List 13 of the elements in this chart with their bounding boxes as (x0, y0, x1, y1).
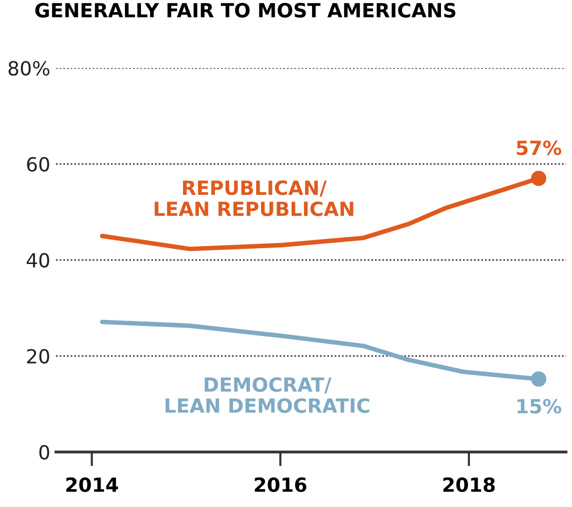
y-tick-label: 80% (8, 60, 50, 76)
y-tick-label: 60 (27, 156, 50, 172)
x-tick-label: 2016 (254, 477, 306, 492)
data-label: 57% (516, 140, 562, 156)
series-label: REPUBLICAN/ LEAN REPUBLICAN (154, 180, 354, 216)
y-tick-label: 20 (27, 348, 50, 364)
x-tick-label: 2018 (443, 477, 495, 492)
chart-title: GENERALLY FAIR TO MOST AMERICANS (35, 2, 456, 18)
y-tick-label: 40 (26, 252, 50, 268)
x-tick-label: 2014 (66, 477, 118, 492)
series-label: DEMOCRAT/ LEAN DEMOCRATIC (166, 377, 370, 413)
y-tick-label: 0 (39, 444, 50, 460)
data-label: 15% (518, 398, 562, 414)
